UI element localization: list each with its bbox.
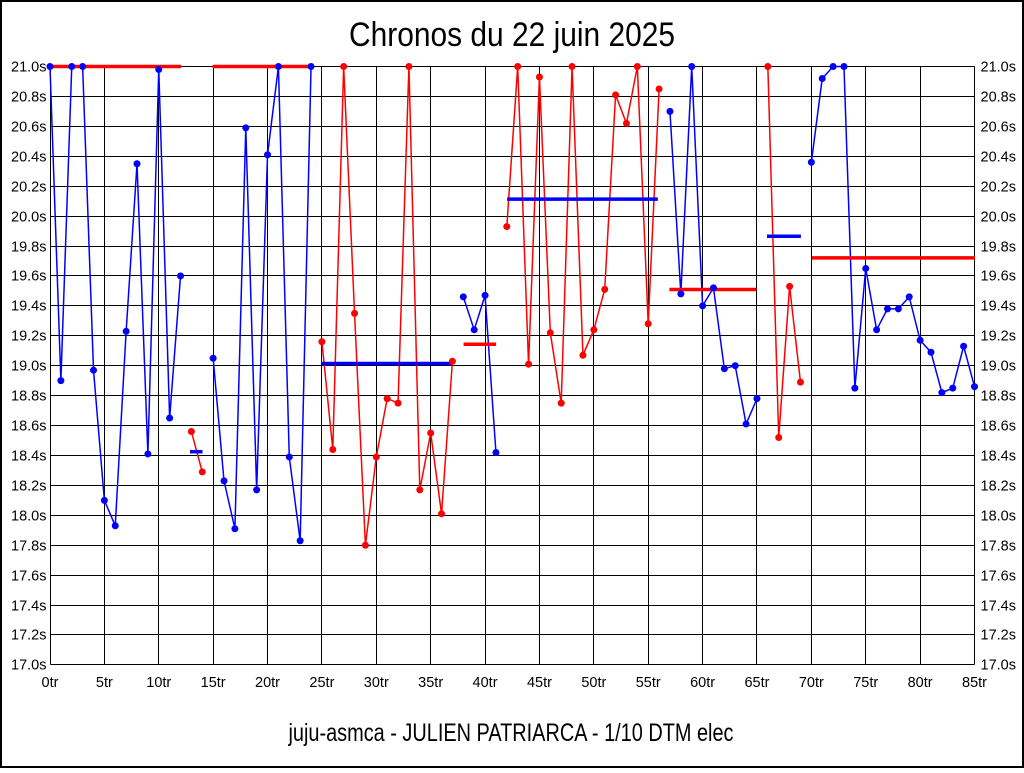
svg-text:18.6s: 18.6s	[981, 418, 1016, 434]
svg-text:17.0s: 17.0s	[11, 657, 46, 673]
svg-text:20.0s: 20.0s	[11, 209, 46, 225]
svg-text:15tr: 15tr	[201, 675, 226, 691]
svg-text:juju-asmca - JULIEN PATRIARCA: juju-asmca - JULIEN PATRIARCA - 1/10 DTM…	[288, 719, 734, 747]
svg-text:35tr: 35tr	[418, 675, 443, 691]
svg-text:17.4s: 17.4s	[11, 598, 46, 614]
svg-text:80tr: 80tr	[908, 675, 933, 691]
svg-text:20.0s: 20.0s	[981, 209, 1016, 225]
svg-text:17.6s: 17.6s	[981, 568, 1016, 584]
svg-text:18.4s: 18.4s	[981, 448, 1016, 464]
svg-text:25tr: 25tr	[309, 675, 334, 691]
svg-text:18.6s: 18.6s	[11, 418, 46, 434]
svg-text:20.2s: 20.2s	[11, 179, 46, 195]
svg-text:18.8s: 18.8s	[11, 388, 46, 404]
svg-text:30tr: 30tr	[364, 675, 389, 691]
svg-text:75tr: 75tr	[853, 675, 878, 691]
svg-text:19.8s: 19.8s	[11, 239, 46, 255]
svg-text:17.4s: 17.4s	[981, 598, 1016, 614]
svg-text:19.6s: 19.6s	[11, 268, 46, 284]
svg-text:18.0s: 18.0s	[981, 508, 1016, 524]
svg-text:20.2s: 20.2s	[981, 179, 1016, 195]
svg-text:18.2s: 18.2s	[11, 478, 46, 494]
svg-text:20.6s: 20.6s	[11, 119, 46, 135]
svg-text:21.0s: 21.0s	[981, 59, 1016, 75]
svg-text:19.4s: 19.4s	[981, 298, 1016, 314]
svg-text:20tr: 20tr	[255, 675, 280, 691]
svg-text:18.0s: 18.0s	[11, 508, 46, 524]
svg-text:17.8s: 17.8s	[981, 538, 1016, 554]
svg-text:20.6s: 20.6s	[981, 119, 1016, 135]
svg-text:19.4s: 19.4s	[11, 298, 46, 314]
svg-text:20.8s: 20.8s	[981, 89, 1016, 105]
svg-text:17.8s: 17.8s	[11, 538, 46, 554]
svg-text:70tr: 70tr	[799, 675, 824, 691]
svg-text:10tr: 10tr	[146, 675, 171, 691]
svg-text:Chronos du 22 juin 2025: Chronos du 22 juin 2025	[349, 16, 675, 54]
svg-text:19.2s: 19.2s	[981, 328, 1016, 344]
svg-text:60tr: 60tr	[690, 675, 715, 691]
svg-text:17.2s: 17.2s	[11, 627, 46, 643]
svg-text:19.0s: 19.0s	[11, 358, 46, 374]
svg-text:50tr: 50tr	[581, 675, 606, 691]
svg-text:0tr: 0tr	[42, 675, 59, 691]
svg-text:19.8s: 19.8s	[981, 239, 1016, 255]
svg-text:5tr: 5tr	[96, 675, 113, 691]
svg-text:65tr: 65tr	[744, 675, 769, 691]
svg-text:20.4s: 20.4s	[981, 149, 1016, 165]
svg-text:17.2s: 17.2s	[981, 627, 1016, 643]
svg-text:20.4s: 20.4s	[11, 149, 46, 165]
svg-text:18.4s: 18.4s	[11, 448, 46, 464]
svg-text:40tr: 40tr	[473, 675, 498, 691]
svg-text:18.8s: 18.8s	[981, 388, 1016, 404]
svg-text:17.0s: 17.0s	[981, 657, 1016, 673]
svg-text:20.8s: 20.8s	[11, 89, 46, 105]
svg-text:19.6s: 19.6s	[981, 268, 1016, 284]
svg-text:21.0s: 21.0s	[11, 59, 46, 75]
svg-text:19.2s: 19.2s	[11, 328, 46, 344]
svg-text:55tr: 55tr	[636, 675, 661, 691]
svg-text:18.2s: 18.2s	[981, 478, 1016, 494]
svg-text:17.6s: 17.6s	[11, 568, 46, 584]
svg-text:19.0s: 19.0s	[981, 358, 1016, 374]
svg-text:85tr: 85tr	[962, 675, 987, 691]
svg-text:45tr: 45tr	[527, 675, 552, 691]
